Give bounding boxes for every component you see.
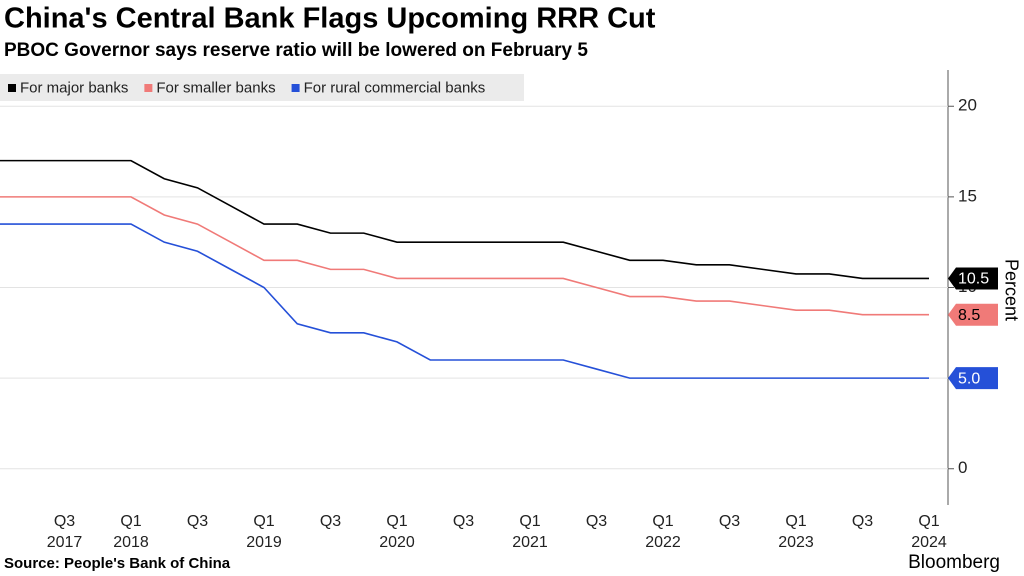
x-tick-label: Q3 [719,513,740,530]
x-tick-label: Q3 [453,513,474,530]
x-tick-label: Q1 [386,513,407,530]
chart-title: China's Central Bank Flags Upcoming RRR … [4,3,656,35]
legend-label: For rural commercial banks [304,79,486,96]
x-tick-year: 2018 [113,534,149,551]
x-tick-label: Q1 [120,513,141,530]
value-label: 8.5 [958,307,980,324]
value-label: 10.5 [958,271,989,288]
x-tick-year: 2020 [379,534,415,551]
value-tag [948,367,998,390]
x-tick-year: 2023 [778,534,814,551]
x-tick-label: Q3 [320,513,341,530]
series-line [0,159,929,280]
x-tick-label: Q1 [918,513,939,530]
x-tick-label: Q3 [54,513,75,530]
legend-swatch [291,84,300,92]
chart-subtitle: PBOC Governor says reserve ratio will be… [4,40,588,61]
value-tag [948,303,998,326]
source: Source: People's Bank of China [4,555,231,572]
series-line [0,196,929,316]
legend-swatch [144,84,153,92]
x-tick-label: Q3 [187,513,208,530]
x-tick-label: Q3 [852,513,873,530]
x-tick-label: Q1 [519,513,540,530]
legend-background [0,74,524,101]
y-tick-label: 15 [958,186,977,205]
legend-label: For smaller banks [156,79,275,96]
series-line [0,223,929,379]
x-tick-label: Q3 [586,513,607,530]
legend-label: For major banks [20,79,128,96]
value-tag [948,267,998,290]
brand: Bloomberg [908,552,1000,573]
x-tick-year: 2017 [47,534,83,551]
x-tick-year: 2024 [911,534,947,551]
legend-swatch [8,84,16,92]
y-axis-label: Percent [1001,259,1021,321]
x-tick-label: Q1 [652,513,673,530]
value-label: 5.0 [958,370,980,387]
y-tick-label: 0 [958,458,967,477]
x-tick-label: Q1 [785,513,806,530]
x-tick-year: 2021 [512,534,548,551]
x-tick-label: Q1 [253,513,274,530]
y-tick-label: 20 [958,96,977,115]
x-tick-year: 2019 [246,534,282,551]
x-tick-year: 2022 [645,534,681,551]
